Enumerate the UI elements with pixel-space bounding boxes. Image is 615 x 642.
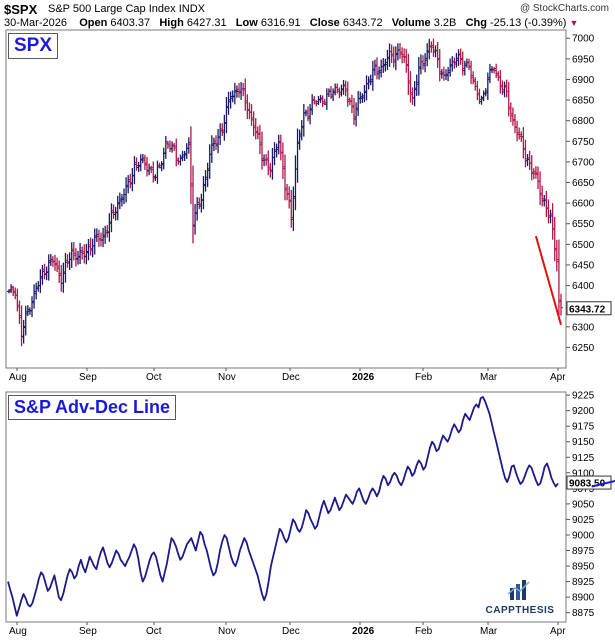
spx-ytick-label: 6800 bbox=[572, 116, 595, 127]
spx-xtick-label: 2026 bbox=[352, 372, 375, 383]
capp-thesis-logo: CAPPTHESIS bbox=[480, 580, 560, 616]
spx-xtick-label: Oct bbox=[146, 372, 162, 383]
adline-xtick-label: Mar bbox=[480, 626, 498, 637]
stat-high: 6427.31 bbox=[186, 17, 227, 29]
adline-xtick-label: Apr bbox=[550, 626, 566, 637]
spx-xtick-label: Dec bbox=[282, 372, 300, 383]
adline-series-line bbox=[7, 396, 559, 617]
adline-xtick-label: Feb bbox=[415, 626, 433, 637]
adline-ytick-label: 9225 bbox=[572, 391, 595, 402]
spx-ytick-label: 6550 bbox=[572, 219, 595, 230]
spx-ytick-label: 6450 bbox=[572, 260, 595, 271]
adline-xtick-label: Nov bbox=[218, 626, 236, 637]
spx-ytick-label: 6900 bbox=[572, 75, 595, 86]
adline-last-value-label: 9083.50 bbox=[569, 479, 606, 490]
spx-ytick-label: 6850 bbox=[572, 96, 595, 107]
adline-ytick-label: 8975 bbox=[572, 546, 595, 557]
spx-red-trendline bbox=[534, 235, 562, 325]
adline-blue-trendline bbox=[591, 479, 615, 488]
adline-ytick-label: 8925 bbox=[572, 577, 595, 588]
spx-ytick-label: 6600 bbox=[572, 199, 595, 210]
adline-ytick-label: 8875 bbox=[572, 608, 595, 619]
adline-ytick-label: 9100 bbox=[572, 468, 595, 479]
spx-ytick-label: 6650 bbox=[572, 178, 595, 189]
spx-last-value-label: 6343.72 bbox=[569, 304, 606, 315]
stat-open: 6403.37 bbox=[110, 17, 151, 29]
adline-ytick-label: 8950 bbox=[572, 562, 595, 573]
spx-panel-label: SPX bbox=[8, 33, 59, 59]
adline-ytick-label: 9150 bbox=[572, 437, 595, 448]
stat-low: 6316.91 bbox=[260, 17, 301, 29]
spx-last-value-frame bbox=[566, 301, 612, 316]
adline-ytick-label: 8900 bbox=[572, 593, 595, 604]
stat-volume: 3.2B bbox=[433, 17, 457, 29]
exchange-label: INDX bbox=[178, 3, 205, 15]
adline-ytick-label: 9175 bbox=[572, 422, 595, 433]
spx-ytick-label: 6750 bbox=[572, 137, 595, 148]
adline-ytick-label: 9050 bbox=[572, 499, 595, 510]
spx-ytick-label: 6950 bbox=[572, 54, 595, 65]
spx-xtick-label: Apr bbox=[550, 372, 566, 383]
spx-ytick-label: 6300 bbox=[572, 322, 595, 333]
adline-xtick-label: Dec bbox=[282, 626, 300, 637]
stat-date: 30-Mar-2026 bbox=[4, 17, 67, 29]
logo-bars-icon bbox=[507, 580, 530, 600]
spx-xtick-label: Feb bbox=[415, 372, 433, 383]
adline-ytick-label: 9125 bbox=[572, 453, 595, 464]
spx-panel-frame bbox=[5, 29, 567, 369]
spx-ytick-label: 6700 bbox=[572, 157, 595, 168]
adline-ytick-label: 9200 bbox=[572, 406, 595, 417]
stat-high-label: High bbox=[159, 17, 184, 29]
logo-text: CAPPTHESIS bbox=[485, 605, 555, 616]
spx-last-value-box: 6343.72 bbox=[566, 301, 612, 316]
adline-xtick-label: Sep bbox=[79, 626, 97, 637]
stat-low-label: Low bbox=[235, 17, 258, 29]
copyright-text: @ StockCharts.com bbox=[519, 3, 609, 14]
stat-close-label: Close bbox=[309, 17, 340, 29]
spx-ytick-label: 7000 bbox=[572, 34, 595, 45]
adline-panel-label: S&P Adv-Dec Line bbox=[8, 395, 177, 420]
symbol-label: $SPX bbox=[4, 2, 38, 17]
adline-ytick-label: 9025 bbox=[572, 515, 595, 526]
adline-panel-frame bbox=[5, 391, 567, 623]
adline-xtick-label: Oct bbox=[146, 626, 162, 637]
adline-ytick-label: 9000 bbox=[572, 530, 595, 541]
spx-ytick-label: 6500 bbox=[572, 240, 595, 251]
stat-volume-label: Volume bbox=[391, 17, 431, 29]
spx-ohlc-bar bbox=[559, 293, 563, 316]
stat-chg-label: Chg bbox=[465, 17, 487, 29]
stat-close: 6343.72 bbox=[342, 17, 383, 29]
spx-xtick-label: Mar bbox=[480, 372, 498, 383]
stat-chg: -25.13 (-0.39%) bbox=[490, 17, 567, 29]
index-name: S&P 500 Large Cap Index INDX bbox=[48, 3, 205, 15]
spx-xtick-label: Nov bbox=[218, 372, 236, 383]
spx-ytick-label: 6400 bbox=[572, 281, 595, 292]
spx-xtick-label: Sep bbox=[79, 372, 97, 383]
adline-xtick-label: 2026 bbox=[352, 626, 375, 637]
spx-price-bars bbox=[7, 38, 563, 347]
adline-xtick-label: Aug bbox=[9, 626, 27, 637]
ohlc-stats-line: 30-Mar-2026 Open 6403.37 High 6427.31 Lo… bbox=[4, 17, 578, 29]
spx-ytick-label: 6250 bbox=[572, 343, 595, 354]
stat-open-label: Open bbox=[79, 17, 108, 29]
down-arrow-icon: ▼ bbox=[569, 18, 579, 28]
spx-xtick-label: Aug bbox=[9, 372, 27, 383]
